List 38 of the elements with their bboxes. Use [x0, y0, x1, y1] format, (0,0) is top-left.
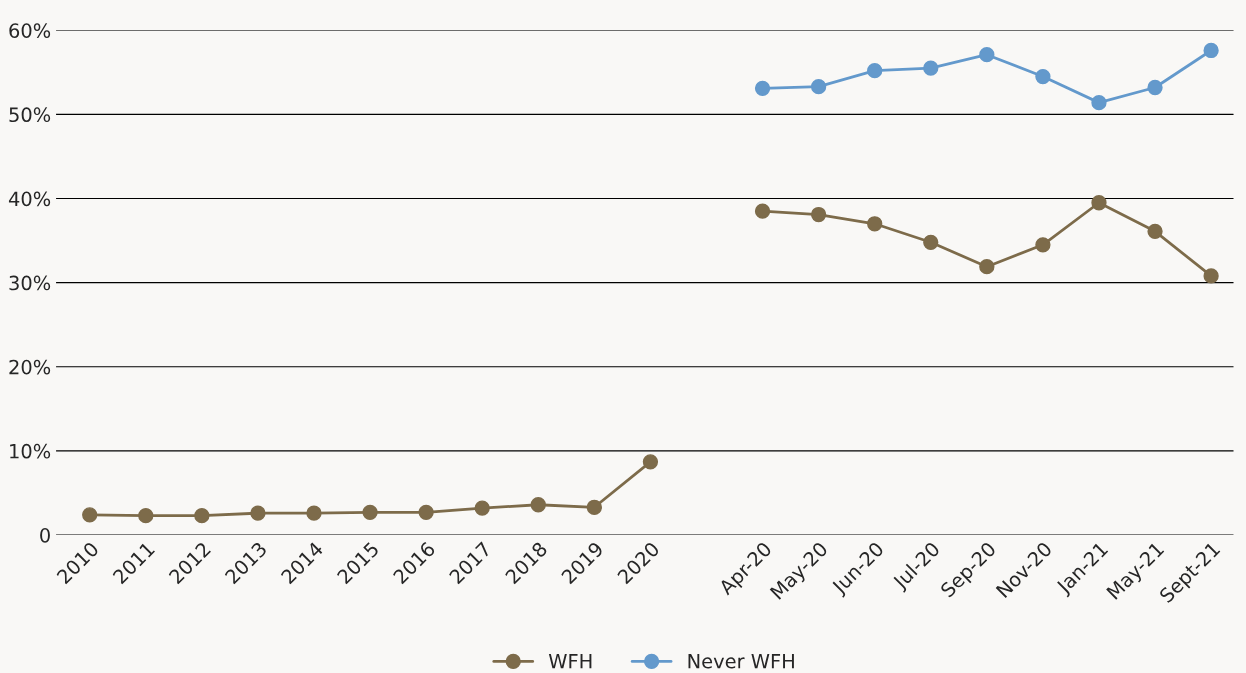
- point: [810, 79, 827, 95]
- point: [1035, 68, 1051, 85]
- point: [1203, 268, 1219, 284]
- point: [923, 60, 939, 76]
- point: [194, 508, 210, 524]
- point: [867, 63, 883, 79]
- point: [1147, 79, 1163, 96]
- point: [474, 500, 490, 516]
- point: [923, 234, 939, 250]
- point: [1035, 237, 1051, 253]
- point: [418, 504, 434, 520]
- point: [1091, 94, 1107, 111]
- point: [867, 216, 883, 232]
- point: [82, 507, 98, 523]
- point: [754, 80, 771, 96]
- point: [138, 508, 154, 524]
- point: [1203, 42, 1219, 59]
- point: [1147, 223, 1163, 239]
- point: [754, 203, 771, 219]
- y-tick-label: 30%: [9, 275, 51, 291]
- y-tick-label: 20%: [9, 359, 51, 375]
- point: [810, 206, 827, 223]
- point: [979, 47, 995, 63]
- legend-label: WFH: [548, 654, 592, 669]
- point: [1091, 195, 1107, 211]
- legend-label: Never WFH: [688, 654, 794, 669]
- point: [979, 259, 995, 275]
- y-tick-label: 50%: [9, 107, 51, 123]
- point: [586, 499, 602, 515]
- point: [250, 505, 266, 521]
- point: [642, 454, 659, 470]
- y-tick-label: 0: [40, 527, 50, 543]
- point: [306, 505, 322, 521]
- point: [530, 497, 546, 513]
- y-tick-label: 60%: [9, 23, 51, 38]
- point: [362, 504, 378, 520]
- y-tick-label: 10%: [10, 443, 51, 459]
- y-tick-label: 40%: [8, 191, 51, 207]
